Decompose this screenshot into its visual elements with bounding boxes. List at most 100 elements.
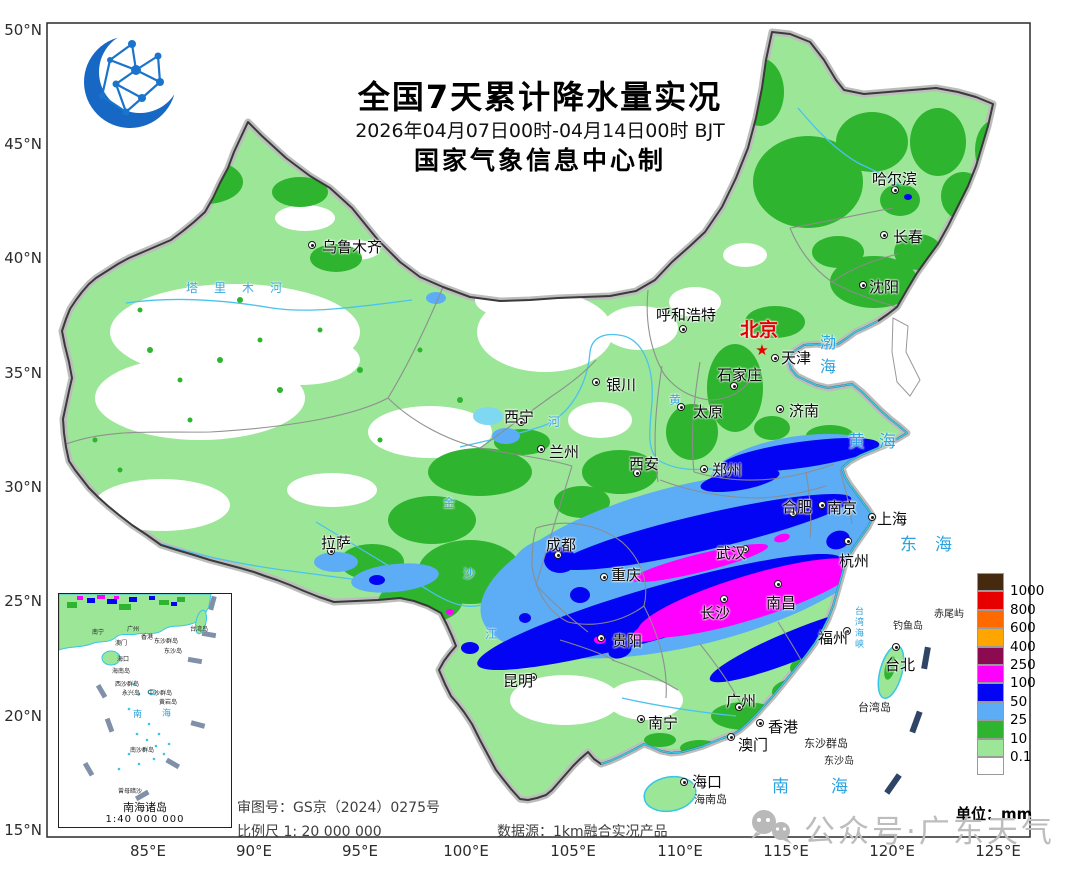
city-label-澳门: 澳门 <box>738 736 769 754</box>
city-label-长沙: 长沙 <box>700 604 731 622</box>
city-label-台北: 台北 <box>885 656 916 674</box>
city-marker <box>637 715 645 723</box>
lon-tick: 105°E <box>550 842 596 860</box>
city-marker <box>730 382 738 390</box>
river-label: 沙 <box>463 567 476 581</box>
city-marker <box>868 513 876 521</box>
sea-label-南海: 南海 <box>772 777 890 797</box>
coastline <box>600 320 909 765</box>
city-marker <box>735 703 743 711</box>
city-marker <box>774 580 782 588</box>
sea-label-黄海: 黄海 <box>848 432 910 452</box>
city-label-兰州: 兰州 <box>549 443 580 461</box>
city-marker <box>517 418 525 426</box>
legend-value: 50 <box>1010 693 1028 710</box>
city-marker <box>818 501 826 509</box>
inset-label: 南宁 <box>92 629 105 636</box>
city-label-海口: 海口 <box>692 773 723 791</box>
legend-swatch <box>977 665 1004 684</box>
city-marker <box>633 469 641 477</box>
island-label: 东沙岛 <box>824 756 854 767</box>
city-marker <box>592 378 600 386</box>
lat-tick: 40°N <box>4 249 42 267</box>
city-label-拉萨: 拉萨 <box>321 534 352 552</box>
map-producer: 国家气象信息中心制 <box>413 146 666 175</box>
legend-swatch <box>977 573 1004 592</box>
island-label: 海南岛 <box>694 793 727 806</box>
city-label-广州: 广州 <box>726 692 757 710</box>
legend-value: 600 <box>1010 620 1036 637</box>
wechat-icon <box>751 809 792 844</box>
footer-data-source: 数据源：1km融合实况产品 <box>497 824 668 840</box>
map-title: 全国7天累计降水量实况 <box>357 78 723 116</box>
legend-swatch <box>977 591 1004 610</box>
city-marker <box>891 186 899 194</box>
lon-tick: 90°E <box>235 842 273 860</box>
map-frame <box>46 22 1031 838</box>
map-subtitle-period: 2026年04月07日00时-04月14日00时 BJT <box>355 120 725 142</box>
city-label-长春: 长春 <box>893 228 924 246</box>
city-marker <box>727 733 735 741</box>
city-marker <box>789 509 797 517</box>
lat-tick: 20°N <box>4 707 42 725</box>
city-label-银川: 银川 <box>606 376 637 394</box>
legend-value: 800 <box>1010 601 1036 618</box>
city-label-香港: 香港 <box>768 718 799 736</box>
inset-label: 曾母暗沙 <box>118 788 143 795</box>
inset-label: 海南岛 <box>112 668 131 675</box>
legend-value: 1000 <box>1010 583 1045 600</box>
inset-label: 南沙群岛 <box>130 747 155 754</box>
lon-tick: 85°E <box>129 842 167 860</box>
lat-tick: 25°N <box>4 592 42 610</box>
inset-caption: 南海诸岛 <box>123 801 167 814</box>
lon-tick: 110°E <box>657 842 703 860</box>
inset-label: 东沙群岛 <box>154 638 179 645</box>
watermark: 公众号·广东天气 <box>748 806 1055 851</box>
city-label-贵阳: 贵阳 <box>612 632 643 650</box>
river-label: 江 <box>485 627 498 641</box>
city-marker <box>771 354 779 362</box>
south-china-sea-inset: 南宁 广州 香港 澳门 海口 海南岛 台湾岛 东沙群岛 东沙岛 西沙群岛 永兴岛 中沙群岛 黄岩岛南 海南… <box>58 593 232 828</box>
inset-label: 香港 <box>141 634 154 641</box>
precipitation-layer <box>65 58 993 756</box>
lon-tick: 115°E <box>763 842 809 860</box>
city-label-乌鲁木齐: 乌鲁木齐 <box>322 238 383 256</box>
legend-value: 250 <box>1010 657 1036 673</box>
city-label-杭州: 杭州 <box>839 552 870 570</box>
city-label-西安: 西安 <box>629 455 660 473</box>
river-label: 金 <box>443 496 456 510</box>
city-marker <box>859 281 867 289</box>
inset-label: 南 <box>133 710 143 720</box>
inset-label: 东沙岛 <box>164 648 183 655</box>
city-label-重庆: 重庆 <box>611 566 642 584</box>
inset-label: 中沙群岛 <box>148 690 173 697</box>
city-label-上海: 上海 <box>877 510 908 528</box>
island-label: 东沙群岛 <box>804 737 848 750</box>
lat-tick: 15°N <box>4 821 42 839</box>
city-label-太原: 太原 <box>693 403 724 421</box>
hainan-island <box>643 775 697 813</box>
legend-swatch <box>977 738 1004 757</box>
city-label-福州: 福州 <box>818 629 849 647</box>
lon-tick: 95°E <box>341 842 379 860</box>
lat-tick: 35°N <box>4 364 42 382</box>
legend-swatch <box>977 646 1004 665</box>
city-marker <box>597 634 605 642</box>
legend-value: 400 <box>1010 638 1036 655</box>
legend-value: 100 <box>1010 675 1036 692</box>
lat-tick: 50°N <box>4 21 42 39</box>
city-marker <box>700 465 708 473</box>
river-label: 河 <box>548 415 561 429</box>
inset-label: 台湾岛 <box>190 626 209 633</box>
legend-swatch <box>977 609 1004 629</box>
title-block: 全国7天累计降水量实况 2026年04月07日00时-04月14日00时 BJT… <box>355 78 725 176</box>
city-label-武汉: 武汉 <box>716 544 747 562</box>
city-marker <box>327 547 335 555</box>
nine-dash-line <box>884 646 931 795</box>
island-label: 赤尾屿 <box>934 609 964 620</box>
city-marker <box>741 545 749 553</box>
city-marker <box>892 643 900 651</box>
city-marker <box>600 573 608 581</box>
